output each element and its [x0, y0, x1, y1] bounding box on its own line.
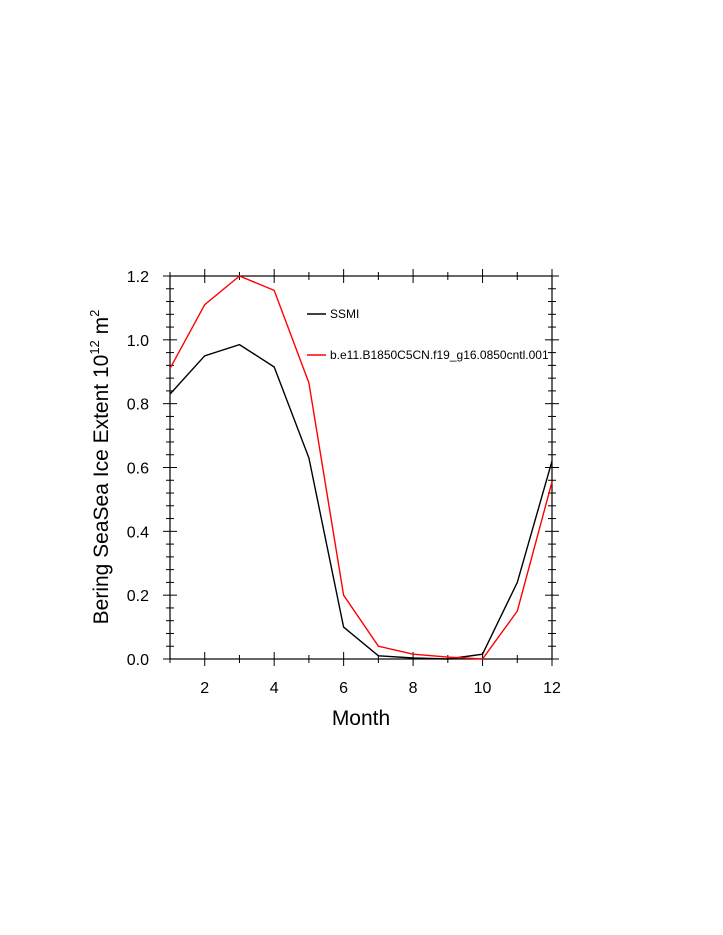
x-tick-label: 10 — [474, 680, 492, 697]
x-tick-label: 6 — [339, 680, 348, 697]
legend-label: SSMI — [330, 307, 359, 321]
x-tick-label: 2 — [200, 680, 209, 697]
x-tick-label: 12 — [543, 680, 561, 697]
y-axis: 0.0 0.2 0.4 0.6 0.8 1.0 1.2 — [127, 269, 559, 669]
legend-label: b.e11.B1850C5CN.f19_g16.0850cntl.001 — [330, 348, 549, 362]
y-tick-label: 1.2 — [127, 269, 149, 286]
plot-border — [169, 275, 553, 660]
y-tick-label: 0.0 — [127, 652, 149, 669]
y-axis-label-unit: m — [90, 317, 113, 340]
y-axis-label-exponent: 12 — [87, 340, 102, 354]
legend: SSMI b.e11.B1850C5CN.f19_g16.0850cntl.001 — [307, 307, 549, 362]
x-axis-label: Month — [332, 707, 390, 730]
x-tick-label: 8 — [409, 680, 418, 697]
y-tick-label: 0.6 — [127, 461, 149, 478]
y-tick-label: 0.4 — [127, 524, 149, 541]
x-tick-label: 4 — [270, 680, 279, 697]
plot-frame — [169, 275, 553, 660]
y-axis-label-main: Bering SeaSea Ice Extent 10 — [90, 355, 113, 625]
series-lines — [169, 275, 553, 660]
series-line-ssmi — [169, 343, 553, 660]
y-axis-label: Bering SeaSea Ice Extent 1012 m2 — [87, 310, 113, 625]
y-axis-label-unit-exponent: 2 — [87, 310, 102, 317]
y-tick-label: 0.8 — [127, 397, 149, 414]
y-tick-label: 0.2 — [127, 588, 149, 605]
y-tick-label: 1.0 — [127, 333, 149, 350]
series-line-model — [169, 275, 553, 660]
